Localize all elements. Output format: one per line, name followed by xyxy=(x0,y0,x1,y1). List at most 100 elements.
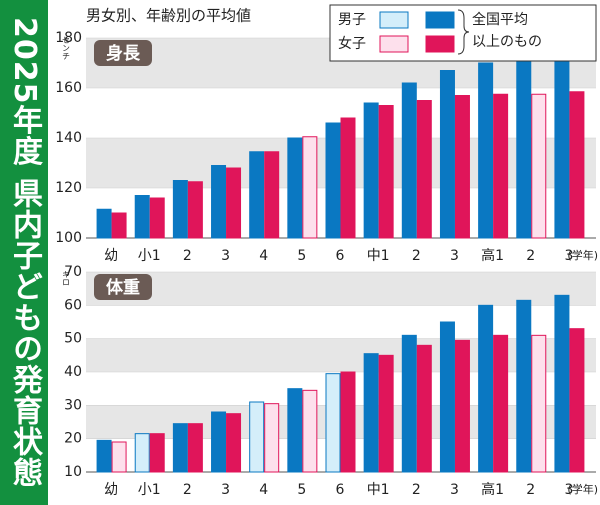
header: 男女別、年齢別の平均値 xyxy=(86,7,251,25)
bar xyxy=(554,294,570,473)
legend-brace xyxy=(457,9,470,55)
x-tick-label: 高1 xyxy=(481,247,504,264)
bar xyxy=(96,208,112,239)
sidebar-title: 2025年度 県内子どもの発育状態 xyxy=(0,0,48,505)
x-tick-label: 2 xyxy=(526,248,535,264)
bar xyxy=(287,388,303,473)
legend-note: 全国平均 xyxy=(472,11,528,28)
y-tick-label: 160 xyxy=(55,80,82,96)
bar xyxy=(416,100,432,239)
title-box xyxy=(94,40,152,66)
bar xyxy=(454,339,470,473)
bar xyxy=(287,137,303,239)
bar xyxy=(401,82,417,239)
bar xyxy=(211,165,227,239)
bar xyxy=(302,136,318,239)
bar xyxy=(378,354,394,473)
bar xyxy=(111,212,127,239)
x-tick-label: 幼 xyxy=(104,248,118,264)
x-tick-label: 3 xyxy=(450,248,459,264)
bar xyxy=(401,334,417,473)
x-tick-label: 3 xyxy=(564,482,573,498)
bar xyxy=(172,423,188,473)
y-tick-label: 100 xyxy=(55,230,82,246)
bar xyxy=(211,411,227,473)
bar xyxy=(478,304,494,473)
bar xyxy=(340,371,356,473)
bar xyxy=(96,439,112,473)
y-tick-label: 180 xyxy=(55,30,82,46)
x-tick-label: 5 xyxy=(297,248,306,264)
bar xyxy=(111,441,127,473)
legend-swatch xyxy=(379,11,409,29)
bar xyxy=(149,433,165,473)
x-tick-label: 4 xyxy=(259,482,268,498)
x-tick-label: 3 xyxy=(450,482,459,498)
x-tick-label: 小1 xyxy=(138,482,161,498)
bar xyxy=(439,70,455,239)
x-tick-label: 3 xyxy=(221,482,230,498)
x-tick-label: 小1 xyxy=(138,248,161,264)
y-unit: キロ xyxy=(62,270,71,286)
bar xyxy=(172,180,188,239)
x-tick-label: 6 xyxy=(336,482,345,498)
x-tick-label: 6 xyxy=(336,248,345,264)
legend-swatch xyxy=(379,35,409,53)
y-tick-label: 10 xyxy=(64,464,82,480)
bar xyxy=(149,197,165,239)
x-tick-label: 5 xyxy=(297,482,306,498)
bar xyxy=(493,93,509,239)
x-tick-label: 中1 xyxy=(367,248,390,264)
bar xyxy=(249,151,265,239)
legend-label: 男子 xyxy=(338,12,366,28)
chart-title: 身長 xyxy=(106,43,141,64)
bar xyxy=(516,299,532,473)
grid-band xyxy=(86,338,596,372)
bar xyxy=(439,321,455,473)
bar xyxy=(416,344,432,473)
bar xyxy=(454,95,470,239)
chart-title: 体重 xyxy=(106,277,140,298)
bar xyxy=(187,423,203,473)
bar xyxy=(478,62,494,239)
bar xyxy=(226,167,242,239)
x-tick-label: 高1 xyxy=(481,481,504,498)
y-tick-label: 120 xyxy=(55,180,82,196)
x-tick-label: 4 xyxy=(259,248,268,264)
bar xyxy=(363,102,379,239)
y-tick-label: 140 xyxy=(55,130,82,146)
bar xyxy=(493,334,509,473)
x-tick-label: 2 xyxy=(183,482,192,498)
x-tick-label: 2 xyxy=(412,482,421,498)
bar xyxy=(226,413,242,473)
bar xyxy=(378,105,394,239)
x-tick-label: 中1 xyxy=(367,482,390,498)
legend-note: 以上のもの xyxy=(472,34,542,50)
bar xyxy=(340,117,356,239)
bar xyxy=(249,401,265,473)
x-tick-label: 幼 xyxy=(104,482,118,498)
legend-label: 女子 xyxy=(338,35,366,52)
bar xyxy=(363,353,379,473)
bar xyxy=(325,122,341,239)
y-unit: センチ xyxy=(62,36,71,60)
legend-swatch xyxy=(425,11,455,29)
y-tick-label: 70 xyxy=(64,264,82,280)
x-tick-label: 3 xyxy=(221,248,230,264)
bar xyxy=(569,328,585,473)
y-tick-label: 50 xyxy=(64,331,82,347)
title-box xyxy=(94,274,152,300)
bar xyxy=(264,403,280,473)
x-unit: (学年) xyxy=(567,482,598,496)
bar xyxy=(554,58,570,239)
x-unit: (学年) xyxy=(567,248,598,262)
x-tick-label: 2 xyxy=(412,248,421,264)
bar xyxy=(531,334,547,473)
bar xyxy=(264,151,280,239)
legend-swatch xyxy=(425,35,455,53)
grid-band xyxy=(86,272,596,306)
y-tick-label: 60 xyxy=(64,297,82,313)
